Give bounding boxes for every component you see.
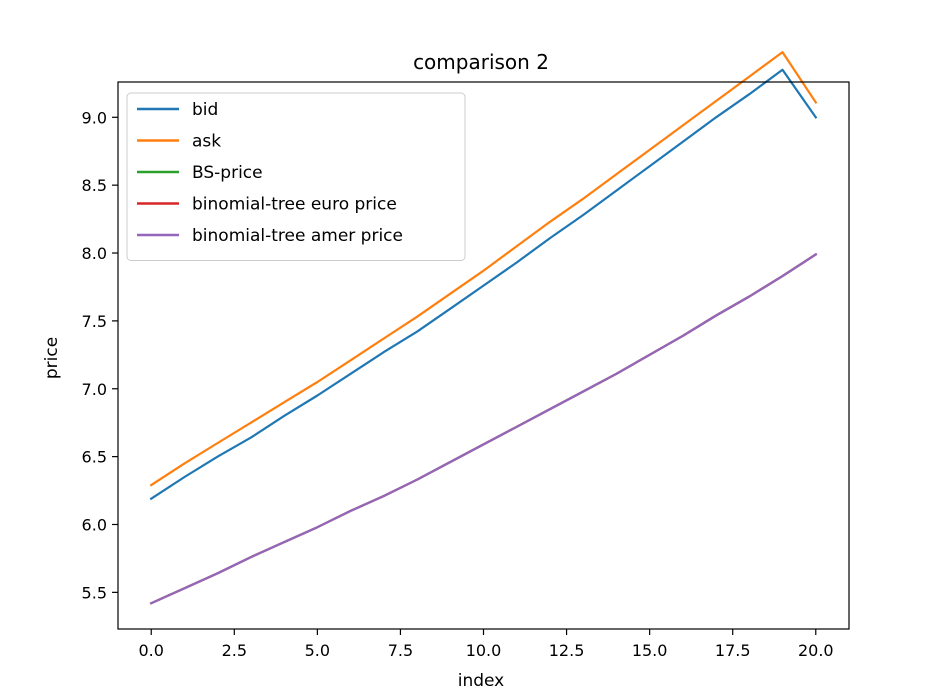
legend-label: ask — [192, 132, 221, 152]
legend-box — [126, 92, 466, 261]
y-axis-label: price — [42, 337, 62, 379]
x-tick-label: 2.5 — [222, 641, 247, 660]
x-tick-label: 12.5 — [549, 641, 585, 660]
y-tick-label: 9.0 — [82, 108, 107, 127]
x-axis: 0.0 2.5 5.0 7.5 10.0 12.5 15.0 17.5 20.0 — [139, 629, 834, 660]
legend-label: binomial-tree amer price — [192, 226, 403, 246]
series-line-4 — [149, 252, 818, 605]
y-tick-label: 5.5 — [82, 583, 107, 602]
y-tick-label: 6.5 — [82, 448, 107, 467]
series-line-0 — [149, 68, 818, 501]
x-tick-label: 5.0 — [305, 641, 330, 660]
legend-label: bid — [192, 100, 218, 120]
x-tick-label: 20.0 — [798, 641, 834, 660]
legend-label: BS-price — [192, 163, 263, 183]
x-tick-label: 10.0 — [466, 641, 502, 660]
x-tick-label: 7.5 — [388, 641, 413, 660]
y-tick-label: 8.5 — [82, 176, 107, 195]
chart-title: comparison 2 — [413, 50, 549, 74]
y-tick-label: 8.0 — [82, 244, 107, 263]
legend: bid ask BS-price binomial-tree euro price bi… — [126, 92, 466, 261]
x-tick-label: 17.5 — [715, 641, 751, 660]
series-layer — [149, 50, 818, 605]
y-tick-label: 6.0 — [82, 515, 107, 534]
y-axis: 5.5 6.0 6.5 7.0 7.5 8.0 8.5 9.0 — [82, 108, 118, 602]
legend-label: binomial-tree euro price — [192, 195, 397, 215]
series-line-1 — [149, 50, 818, 487]
x-tick-label: 15.0 — [632, 641, 668, 660]
y-tick-label: 7.0 — [82, 380, 107, 399]
x-axis-label: index — [458, 671, 505, 691]
y-tick-label: 7.5 — [82, 312, 107, 331]
x-tick-label: 0.0 — [139, 641, 164, 660]
